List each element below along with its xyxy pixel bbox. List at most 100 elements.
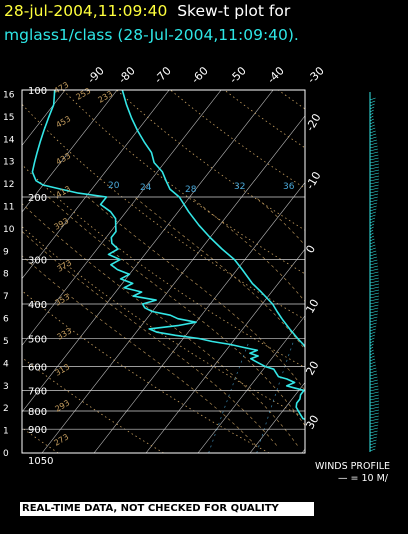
wind-barb [369, 262, 378, 266]
dry-adiabat [386, 90, 408, 453]
wind-barb [369, 208, 377, 212]
wind-barb [369, 133, 377, 137]
pressure-label-500: 500 [28, 334, 47, 345]
height-label-16: 16 [3, 90, 15, 100]
wind-barb [369, 265, 378, 269]
sounding-traces [31, 90, 305, 421]
wind-barb [369, 289, 380, 293]
wind-barb [369, 403, 380, 407]
wind-barb [369, 196, 378, 200]
wind-barb [369, 283, 380, 287]
wind-barb [369, 409, 380, 413]
wind-barb [369, 334, 375, 338]
wind-barb [369, 160, 379, 164]
wind-barb [369, 316, 378, 320]
wind-barb [369, 109, 374, 113]
moist-adiabat [322, 197, 408, 446]
wind-barb [369, 217, 376, 221]
wind-barb [369, 301, 379, 305]
wind-barb [369, 361, 376, 365]
height-label-14: 14 [3, 135, 15, 145]
wind-barb [369, 268, 379, 272]
dry-adiabat [277, 90, 305, 110]
pressure-label-600: 600 [28, 363, 47, 374]
plot-frame [21, 89, 306, 454]
mixing-ratio-label: 36 [283, 182, 295, 192]
top-temp-label: -80 [116, 64, 138, 86]
moist-adiabat [134, 196, 305, 350]
mixing-ratio-line [256, 341, 294, 453]
wind-barb [369, 385, 379, 389]
temperature-trace [121, 90, 305, 349]
title-text: Skew-t plot for [177, 2, 291, 20]
isotherm-line [22, 90, 222, 346]
mixing-ratio-line [309, 342, 342, 454]
wind-barb [369, 253, 377, 257]
wind-barb [369, 313, 378, 317]
dewpoint-trace [31, 90, 305, 421]
wind-barb [369, 181, 379, 185]
wind-barb [369, 388, 379, 392]
adiabat-label: 433 [55, 151, 73, 166]
moist-adiabat [48, 196, 305, 427]
wind-barb [369, 427, 378, 431]
wind-barb [369, 184, 379, 188]
mixing-ratio-label: 20 [108, 181, 120, 191]
wind-barb [369, 121, 375, 125]
top-temp-label: -40 [265, 64, 287, 86]
wind-barb [369, 106, 375, 110]
wind-barb [369, 127, 376, 131]
wind-barb [369, 169, 380, 173]
wind-barb [369, 163, 379, 167]
wind-barb [369, 358, 376, 362]
height-label-13: 13 [3, 158, 14, 168]
mixing-ratio-line [364, 342, 392, 454]
pressure-label-900: 900 [28, 425, 47, 436]
mixing-ratio-label: 32 [234, 182, 245, 192]
top-temp-label: -30 [305, 64, 327, 86]
wind-barb [369, 151, 379, 155]
wind-barb [369, 412, 379, 416]
dry-adiabat [116, 90, 305, 231]
moist-adiabat [87, 196, 305, 391]
wind-barb [369, 136, 377, 140]
wind-barb [369, 370, 377, 374]
wind-barb [369, 400, 380, 404]
wind-barb [369, 271, 379, 275]
adiabat-label: 313 [54, 362, 72, 377]
quality-notice: REAL-TIME DATA, NOT CHECKED FOR QUALITY [20, 502, 314, 516]
wind-barb [369, 346, 374, 350]
wind-barb [369, 154, 379, 158]
wind-barb [369, 190, 379, 194]
wind-barb [369, 430, 378, 434]
top-temp-label: -50 [227, 64, 249, 86]
wind-barb [369, 256, 378, 260]
wind-barb [369, 307, 379, 311]
wind-barb [369, 439, 377, 443]
height-label-9: 9 [3, 247, 9, 257]
wind-barb [369, 298, 379, 302]
wind-barb [369, 337, 375, 341]
wind-barb [369, 331, 376, 335]
winds-profile [369, 92, 380, 452]
wind-barb [369, 178, 379, 182]
wind-barb [369, 214, 376, 218]
wind-barb [369, 142, 378, 146]
pressure-label-200: 200 [28, 193, 47, 204]
wind-barb [369, 418, 379, 422]
wind-barb [369, 130, 376, 134]
wind-barb [369, 115, 374, 119]
axis-labels: 1002003004005006007008009001050012345678… [3, 64, 327, 467]
wind-barb [369, 445, 376, 449]
right-temp-label: 0 [303, 243, 318, 256]
wind-barb [369, 232, 374, 236]
wind-barb [369, 118, 374, 122]
wind-barb [369, 340, 375, 344]
wind-barb [369, 328, 376, 332]
height-label-6: 6 [3, 315, 9, 325]
adiabat-label: 233 [97, 89, 115, 104]
wind-barb [369, 187, 379, 191]
isotherm-line [354, 90, 408, 453]
wind-barb [369, 343, 374, 347]
